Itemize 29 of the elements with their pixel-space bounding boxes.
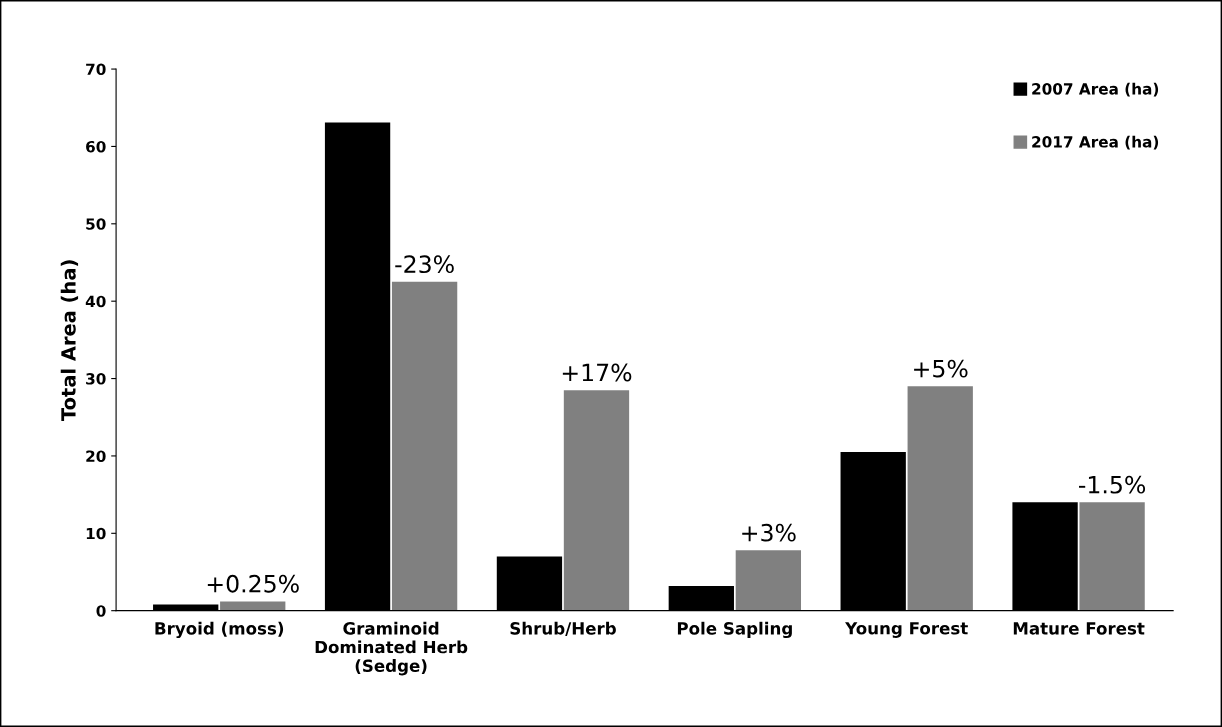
x-tick-label: Graminoid Dominated Herb (Sedge) <box>315 621 468 676</box>
annotation: +3% <box>742 523 796 542</box>
annotation: +0.25% <box>207 574 299 593</box>
bar <box>391 281 458 611</box>
x-tick-label: Young Forest <box>845 622 968 638</box>
y-tick-label: 20 <box>86 450 106 462</box>
y-tick-label: 70 <box>86 63 106 76</box>
annotation: +17% <box>562 363 632 382</box>
bar <box>1079 502 1145 611</box>
bar <box>735 550 802 611</box>
bar <box>563 390 630 611</box>
y-tick-label: 0 <box>96 605 106 617</box>
annotation: -1.5% <box>1079 475 1146 494</box>
x-tick-label: Pole Sapling <box>677 621 792 639</box>
y-tick-label: 50 <box>86 218 106 230</box>
y-tick-label: 30 <box>86 373 106 385</box>
annotation: +5% <box>914 359 968 378</box>
legend-label: 2017 Area (ha) <box>1032 135 1159 150</box>
bar <box>220 601 286 611</box>
y-tick-label: 10 <box>86 527 106 540</box>
y-tick-label: 60 <box>86 140 106 153</box>
y-axis-title: Total Area (ha) <box>60 260 79 421</box>
x-tick-label: Bryoid (moss) <box>155 621 284 639</box>
x-tick-label: Mature Forest <box>1013 622 1145 635</box>
legend-label: 2007 Area (ha) <box>1032 82 1159 97</box>
annotation: -23% <box>395 255 454 274</box>
bar <box>907 386 973 611</box>
x-tick-label: Shrub/Herb <box>510 621 616 636</box>
y-tick-label: 40 <box>85 295 106 308</box>
